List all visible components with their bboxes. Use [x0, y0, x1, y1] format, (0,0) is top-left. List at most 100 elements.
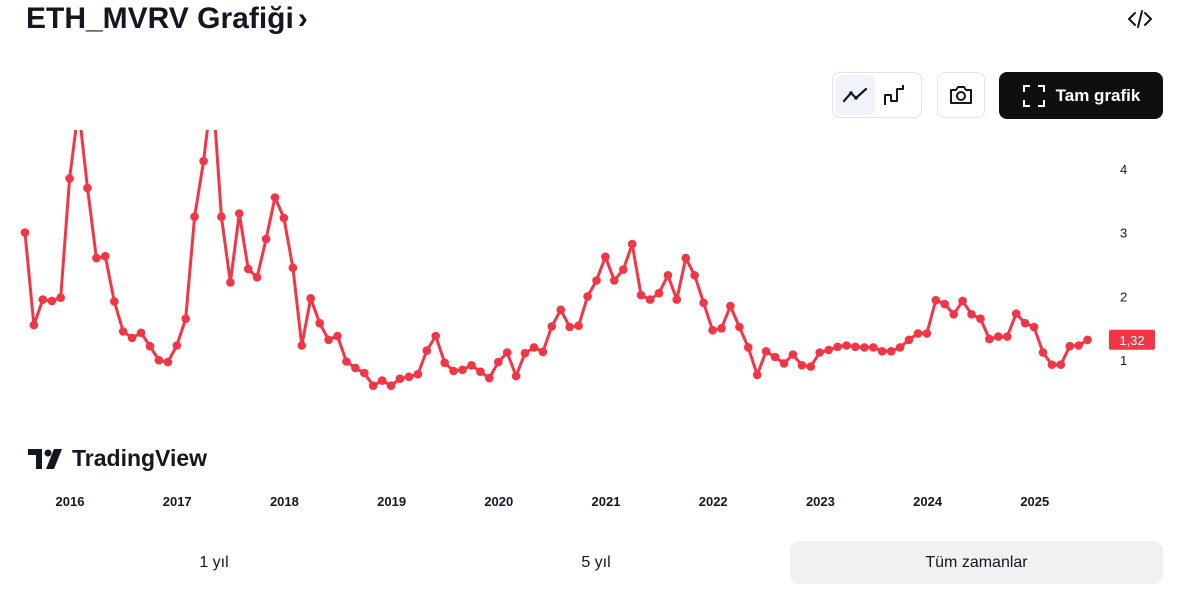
data-point: [261, 234, 271, 244]
data-point: [270, 193, 280, 202]
data-point: [92, 253, 101, 263]
data-point: [226, 278, 235, 287]
data-point: [360, 368, 369, 378]
data-point: [601, 252, 610, 262]
data-point: [717, 324, 726, 333]
data-point: [1020, 318, 1030, 328]
camera-icon: [950, 86, 972, 104]
fullscreen-button[interactable]: Tam grafik: [999, 72, 1163, 119]
data-point: [1002, 332, 1012, 341]
data-point: [118, 327, 128, 336]
data-point: [904, 335, 914, 345]
data-point: [538, 347, 548, 357]
data-point: [931, 295, 941, 305]
data-point: [1083, 335, 1092, 345]
data-point: [806, 362, 816, 371]
x-tick-label: 2016: [56, 494, 85, 509]
data-point: [574, 321, 583, 330]
x-tick-label: 2023: [806, 494, 835, 509]
data-point: [520, 348, 530, 358]
data-point: [744, 343, 753, 352]
data-point: [395, 374, 405, 383]
data-point: [1029, 322, 1039, 332]
data-point: [190, 212, 199, 221]
data-point: [136, 328, 146, 338]
y-tick-label: 4: [1120, 162, 1127, 177]
data-point: [494, 357, 503, 367]
data-point: [708, 325, 717, 335]
data-point: [645, 295, 655, 304]
data-point: [833, 342, 842, 352]
page-title[interactable]: ETH_MVRV Grafiği ›: [26, 2, 308, 36]
data-point: [1038, 348, 1048, 357]
x-tick-label: 2021: [592, 494, 621, 509]
data-point: [413, 369, 423, 379]
range-5y-button[interactable]: 5 yıl: [408, 541, 784, 584]
data-point: [735, 322, 744, 332]
data-point: [672, 295, 682, 304]
data-point: [690, 271, 699, 280]
data-point: [127, 333, 137, 343]
data-point: [351, 363, 360, 373]
data-point: [636, 290, 646, 300]
data-point: [985, 334, 994, 344]
data-point: [485, 373, 494, 383]
data-point: [1047, 360, 1057, 369]
data-point: [217, 212, 226, 221]
data-point: [976, 314, 985, 323]
data-point: [243, 264, 253, 274]
data-point: [949, 310, 958, 319]
chevron-right-icon: ›: [297, 2, 308, 35]
data-point: [842, 341, 851, 350]
data-point: [681, 253, 691, 263]
data-point: [726, 301, 735, 311]
data-point: [895, 343, 905, 352]
tradingview-logo-text: TradingView: [72, 445, 208, 471]
line-style-button[interactable]: [835, 75, 875, 115]
data-point: [788, 350, 798, 359]
data-point: [83, 183, 92, 193]
x-tick-label: 2020: [484, 494, 513, 509]
data-point: [779, 359, 789, 368]
data-point: [761, 347, 771, 356]
data-point: [583, 292, 592, 301]
data-point: [386, 381, 396, 390]
data-point: [556, 305, 566, 315]
data-point: [663, 271, 673, 280]
step-style-button[interactable]: [875, 75, 915, 115]
range-1y-button[interactable]: 1 yıl: [26, 541, 402, 584]
range-all-button[interactable]: Tüm zamanlar: [790, 541, 1163, 584]
data-point: [1074, 341, 1083, 350]
data-point: [154, 355, 164, 365]
screenshot-button[interactable]: [937, 72, 985, 118]
data-point: [502, 348, 512, 357]
x-tick-label: 2017: [163, 494, 192, 509]
data-point: [877, 347, 887, 356]
line-chart-icon: [842, 87, 868, 103]
data-point: [913, 329, 923, 338]
data-point: [47, 296, 57, 306]
x-tick-label: 2024: [913, 494, 943, 509]
data-point: [404, 372, 414, 382]
data-point: [476, 367, 485, 376]
range-5y-label: 5 yıl: [581, 553, 611, 571]
data-point: [29, 320, 39, 330]
range-all-label: Tüm zamanlar: [925, 553, 1028, 571]
data-point: [449, 366, 458, 376]
last-value-label: 1,32: [1119, 333, 1144, 348]
data-point: [20, 228, 30, 237]
embed-code-button[interactable]: [1122, 4, 1158, 34]
data-point: [377, 376, 387, 385]
tradingview-logo: TradingView: [28, 445, 207, 472]
data-point: [824, 345, 833, 355]
data-point: [547, 322, 557, 331]
data-point: [324, 335, 333, 345]
series-line: [23, 130, 1090, 388]
data-point: [958, 296, 967, 306]
data-point: [699, 298, 708, 308]
data-point: [869, 343, 878, 352]
data-point: [458, 365, 467, 375]
data-point: [851, 342, 860, 352]
data-point: [163, 357, 173, 367]
data-point: [145, 341, 155, 351]
